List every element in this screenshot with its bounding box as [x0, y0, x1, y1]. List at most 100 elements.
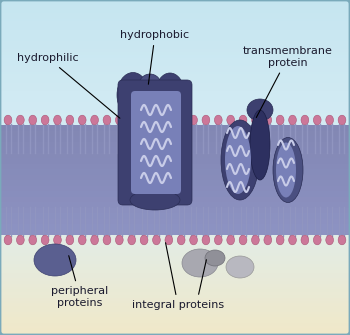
Ellipse shape: [326, 235, 334, 245]
Ellipse shape: [140, 115, 148, 125]
Ellipse shape: [289, 235, 296, 245]
Bar: [0, 169, 350, 175]
Ellipse shape: [91, 235, 98, 245]
Ellipse shape: [16, 235, 24, 245]
Ellipse shape: [116, 235, 123, 245]
Bar: [0, 152, 350, 156]
Bar: [0, 273, 350, 276]
Ellipse shape: [226, 256, 254, 278]
Bar: [0, 172, 350, 176]
Bar: [0, 202, 350, 207]
Bar: [0, 191, 350, 197]
Ellipse shape: [128, 115, 135, 125]
Bar: [0, 208, 350, 212]
Ellipse shape: [338, 235, 346, 245]
Bar: [0, 228, 350, 232]
Bar: [0, 224, 350, 229]
Ellipse shape: [252, 235, 259, 245]
Bar: [0, 144, 350, 148]
Bar: [0, 175, 350, 180]
Bar: [0, 300, 350, 304]
Bar: [0, 219, 350, 223]
Bar: [0, 275, 350, 279]
Bar: [0, 38, 350, 42]
Bar: [0, 181, 350, 184]
Ellipse shape: [182, 249, 218, 277]
Bar: [0, 130, 350, 134]
Bar: [0, 136, 350, 141]
Bar: [0, 133, 350, 137]
Bar: [0, 197, 350, 201]
Bar: [0, 194, 350, 198]
Ellipse shape: [276, 142, 296, 198]
Ellipse shape: [313, 115, 321, 125]
Bar: [0, 259, 350, 262]
Bar: [0, 0, 350, 3]
Ellipse shape: [301, 115, 309, 125]
Ellipse shape: [276, 235, 284, 245]
Bar: [0, 206, 350, 209]
Bar: [0, 16, 350, 19]
Bar: [0, 32, 350, 36]
Ellipse shape: [153, 235, 160, 245]
Bar: [0, 63, 350, 67]
Bar: [0, 91, 350, 95]
Bar: [0, 74, 350, 78]
Bar: [0, 27, 350, 31]
Ellipse shape: [41, 115, 49, 125]
Bar: [0, 125, 350, 131]
Ellipse shape: [103, 235, 111, 245]
Ellipse shape: [156, 73, 184, 111]
Bar: [0, 256, 350, 260]
Ellipse shape: [250, 110, 270, 180]
Bar: [0, 94, 350, 98]
Ellipse shape: [227, 115, 235, 125]
Bar: [0, 85, 350, 89]
Bar: [0, 136, 350, 140]
Text: hydrophobic: hydrophobic: [120, 30, 190, 84]
Bar: [0, 239, 350, 243]
Bar: [0, 312, 350, 316]
Bar: [0, 284, 350, 287]
Bar: [0, 236, 350, 240]
Ellipse shape: [190, 235, 197, 245]
Ellipse shape: [66, 115, 74, 125]
Bar: [0, 323, 350, 327]
Ellipse shape: [29, 115, 37, 125]
Bar: [0, 2, 350, 6]
Bar: [0, 213, 350, 218]
Bar: [0, 328, 350, 332]
Bar: [0, 164, 350, 168]
Bar: [0, 47, 350, 50]
Bar: [0, 141, 350, 147]
Ellipse shape: [128, 235, 135, 245]
Bar: [0, 261, 350, 265]
Bar: [0, 186, 350, 190]
Ellipse shape: [34, 244, 76, 276]
Ellipse shape: [239, 115, 247, 125]
Bar: [0, 320, 350, 324]
Bar: [0, 13, 350, 17]
Ellipse shape: [252, 115, 259, 125]
Bar: [0, 122, 350, 126]
Bar: [0, 289, 350, 293]
Ellipse shape: [264, 115, 272, 125]
Bar: [0, 88, 350, 92]
Bar: [0, 231, 350, 234]
Bar: [0, 147, 350, 151]
Bar: [0, 80, 350, 84]
Ellipse shape: [273, 137, 303, 202]
Bar: [0, 69, 350, 73]
Bar: [0, 245, 350, 249]
Ellipse shape: [130, 190, 180, 210]
Bar: [0, 97, 350, 100]
Bar: [0, 116, 350, 120]
Ellipse shape: [165, 115, 173, 125]
Bar: [0, 331, 350, 335]
Bar: [0, 41, 350, 45]
Bar: [0, 127, 350, 131]
Bar: [0, 278, 350, 282]
Ellipse shape: [313, 235, 321, 245]
Bar: [0, 326, 350, 329]
Bar: [0, 175, 350, 179]
